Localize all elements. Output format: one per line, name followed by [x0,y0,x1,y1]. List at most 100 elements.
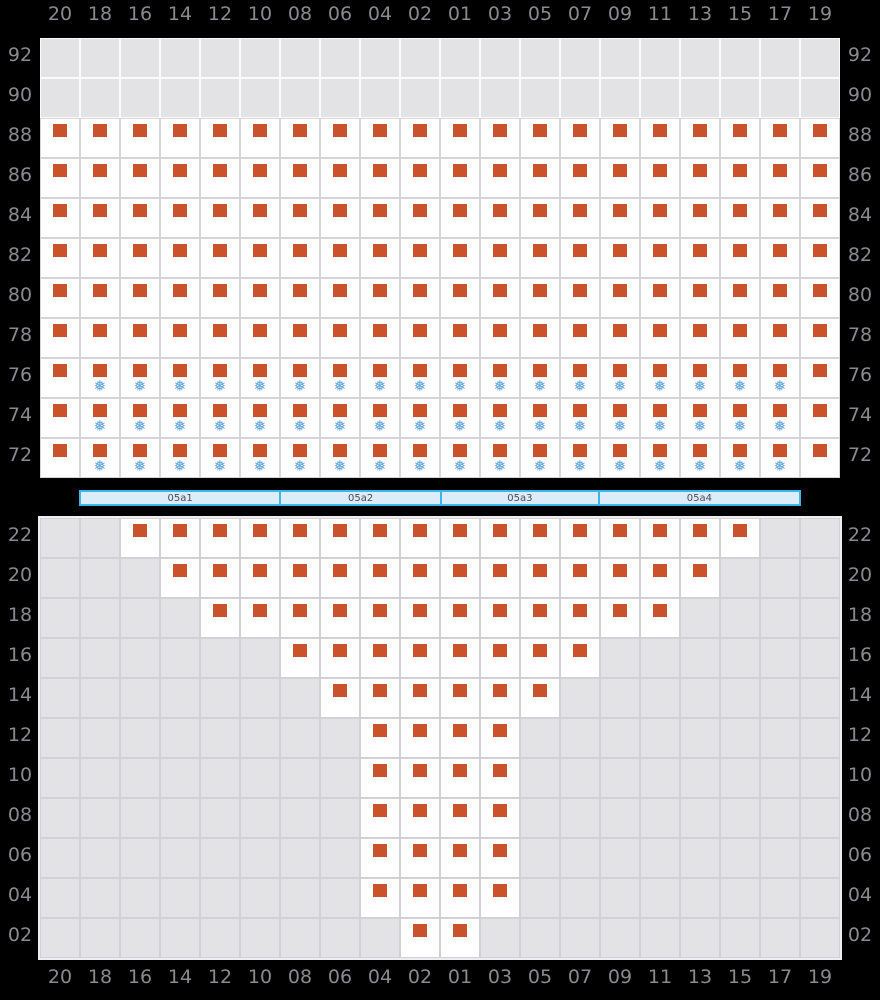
seat-cell[interactable] [320,198,360,238]
seat-cell[interactable] [120,198,160,238]
seat-cell[interactable] [80,158,120,198]
seat-cell[interactable] [520,598,560,638]
seat-cell[interactable]: ❅ [720,398,760,438]
seat-cell[interactable] [280,118,320,158]
seat-cell[interactable] [240,118,280,158]
seat-cell[interactable] [520,278,560,318]
seat-cell[interactable] [280,598,320,638]
seat-cell[interactable] [760,318,800,358]
seat-cell[interactable]: ❅ [320,398,360,438]
section-05a2[interactable]: 05a2 [279,492,440,504]
seat-cell[interactable] [520,158,560,198]
seat-cell[interactable] [320,638,360,678]
seat-cell[interactable]: ❅ [600,358,640,398]
seat-cell[interactable] [480,238,520,278]
seat-cell[interactable]: ❅ [320,438,360,478]
seat-cell[interactable] [400,638,440,678]
seat-cell[interactable] [400,878,440,918]
seat-cell[interactable] [40,118,80,158]
seat-cell[interactable]: ❅ [160,438,200,478]
seat-cell[interactable] [440,878,480,918]
seat-cell[interactable] [480,798,520,838]
seat-cell[interactable] [600,558,640,598]
seat-cell[interactable] [80,318,120,358]
seat-cell[interactable]: ❅ [240,358,280,398]
seat-cell[interactable] [400,238,440,278]
seat-cell[interactable] [800,118,840,158]
seat-cell[interactable] [520,558,560,598]
seat-cell[interactable] [800,358,840,398]
seat-cell[interactable]: ❅ [440,398,480,438]
seat-cell[interactable] [800,198,840,238]
seat-cell[interactable]: ❅ [160,358,200,398]
seat-cell[interactable] [40,158,80,198]
seat-cell[interactable] [280,518,320,558]
seat-cell[interactable] [360,678,400,718]
seat-cell[interactable] [440,638,480,678]
seat-cell[interactable] [320,598,360,638]
seat-cell[interactable] [120,278,160,318]
seat-cell[interactable] [240,158,280,198]
seat-cell[interactable] [480,158,520,198]
seat-cell[interactable] [440,718,480,758]
seat-cell[interactable]: ❅ [360,358,400,398]
seat-cell[interactable]: ❅ [600,398,640,438]
seat-cell[interactable] [720,158,760,198]
seat-cell[interactable] [680,158,720,198]
seat-cell[interactable] [360,198,400,238]
seat-cell[interactable] [680,118,720,158]
seat-cell[interactable] [480,318,520,358]
seat-cell[interactable] [440,518,480,558]
seat-cell[interactable] [80,278,120,318]
seat-cell[interactable] [640,518,680,558]
seat-cell[interactable] [480,638,520,678]
seat-cell[interactable]: ❅ [440,358,480,398]
seat-cell[interactable] [280,638,320,678]
seat-cell[interactable] [120,318,160,358]
seat-cell[interactable] [120,158,160,198]
seat-cell[interactable]: ❅ [720,438,760,478]
seat-cell[interactable] [520,678,560,718]
seat-cell[interactable] [720,118,760,158]
seat-cell[interactable] [800,398,840,438]
seat-cell[interactable] [760,238,800,278]
seat-cell[interactable]: ❅ [280,358,320,398]
seat-cell[interactable] [80,118,120,158]
seat-cell[interactable] [400,318,440,358]
seat-cell[interactable] [360,718,400,758]
seat-cell[interactable] [120,118,160,158]
seat-cell[interactable] [160,198,200,238]
seat-cell[interactable] [440,158,480,198]
seat-cell[interactable] [600,318,640,358]
seat-cell[interactable] [600,518,640,558]
seat-cell[interactable]: ❅ [120,438,160,478]
seat-cell[interactable]: ❅ [560,358,600,398]
seat-cell[interactable] [480,878,520,918]
seat-cell[interactable] [400,158,440,198]
seat-cell[interactable] [40,278,80,318]
seat-cell[interactable]: ❅ [200,358,240,398]
seat-cell[interactable]: ❅ [680,438,720,478]
section-05a1[interactable]: 05a1 [167,492,193,504]
seat-cell[interactable] [440,798,480,838]
seat-cell[interactable] [320,158,360,198]
seat-cell[interactable] [160,238,200,278]
seat-cell[interactable] [480,718,520,758]
seat-cell[interactable] [760,158,800,198]
seat-cell[interactable] [40,358,80,398]
seat-cell[interactable] [440,678,480,718]
seat-cell[interactable]: ❅ [80,438,120,478]
seat-cell[interactable] [560,118,600,158]
seat-cell[interactable] [360,878,400,918]
seat-cell[interactable] [360,238,400,278]
seat-cell[interactable]: ❅ [760,438,800,478]
section-05a4[interactable]: 05a4 [597,492,799,504]
seat-cell[interactable] [680,518,720,558]
seat-cell[interactable] [400,278,440,318]
seat-cell[interactable] [200,238,240,278]
seat-cell[interactable] [440,318,480,358]
seat-cell[interactable] [240,278,280,318]
seat-cell[interactable]: ❅ [640,438,680,478]
seat-cell[interactable] [400,758,440,798]
seat-cell[interactable]: ❅ [600,438,640,478]
